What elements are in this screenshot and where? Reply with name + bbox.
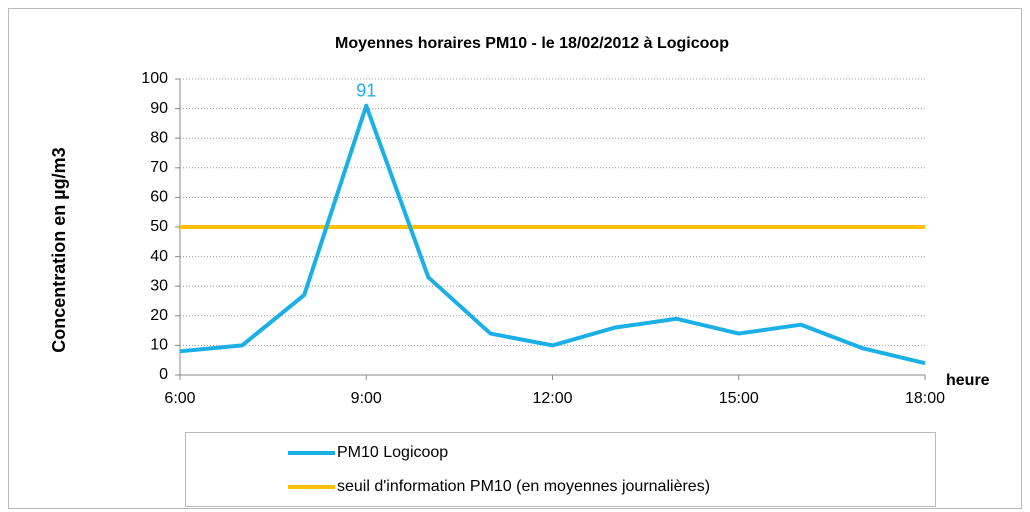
series-line <box>179 103 926 366</box>
legend-box <box>185 432 936 507</box>
y-axis-label: Concentration en µg/m3 <box>49 147 69 352</box>
legend-label: seuil d'information PM10 (en moyennes jo… <box>337 478 710 495</box>
y-tick-label: 80 <box>150 129 168 146</box>
y-tick-label: 50 <box>150 218 168 235</box>
x-tick-label: 18:00 <box>905 390 945 407</box>
chart-border <box>8 8 1022 509</box>
x-tick-label: 15:00 <box>719 390 759 407</box>
y-tick-label: 30 <box>150 277 168 294</box>
chart-title: Moyennes horaires PM10 - le 18/02/2012 à… <box>335 35 729 52</box>
x-axis-label: heure <box>946 372 990 389</box>
y-tick-label: 100 <box>141 70 168 87</box>
x-tick-label: 12:00 <box>532 390 572 407</box>
y-tick-label: 60 <box>150 189 168 206</box>
y-tick-label: 10 <box>150 337 168 354</box>
y-tick-label: 40 <box>150 248 168 265</box>
y-tick-label: 90 <box>150 100 168 117</box>
legend-label: PM10 Logicoop <box>337 444 448 461</box>
x-tick-label: 9:00 <box>351 390 382 407</box>
y-tick-label: 0 <box>159 366 168 383</box>
x-tick-label: 6:00 <box>164 390 195 407</box>
y-tick-label: 20 <box>150 307 168 324</box>
data-label: 91 <box>356 80 376 100</box>
y-tick-label: 70 <box>150 159 168 176</box>
